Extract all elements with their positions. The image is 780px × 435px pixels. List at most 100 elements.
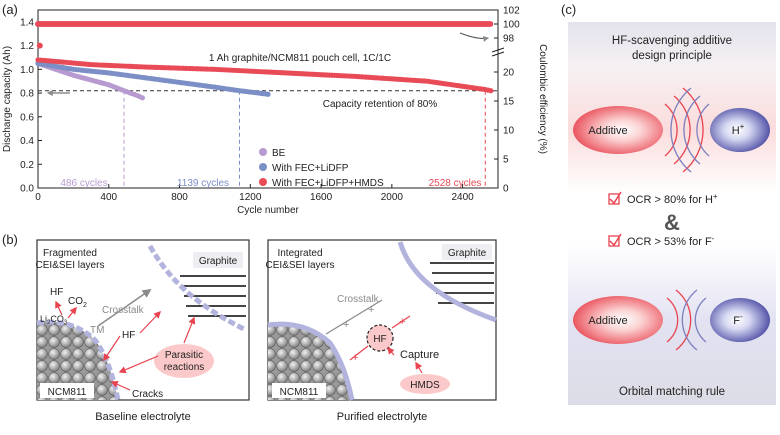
check-mark-1 bbox=[609, 191, 622, 205]
blocked-cross-1: + bbox=[343, 319, 349, 331]
y-axis-right-ticks: 0 5 10 15 20 98 100 102 bbox=[491, 6, 520, 195]
additive-waves-bottom bbox=[666, 289, 692, 351]
blocked-hf-line-up bbox=[391, 315, 411, 329]
panel-label-a: (a) bbox=[2, 2, 18, 17]
blocked-red-cross-2: + bbox=[352, 352, 358, 364]
proton-waves bbox=[670, 87, 710, 173]
proton-orbital bbox=[710, 108, 770, 152]
ncm811-label-right: NCM811 bbox=[280, 387, 319, 398]
blocked-red-cross-1: + bbox=[399, 316, 405, 328]
cell-annotation: 1 Ah graphite/NCM811 pouch cell, 1C/1C bbox=[209, 53, 391, 64]
integrated-title-line1: Integrated bbox=[277, 248, 322, 259]
legend-label-hmds: With FEC+LiDFP+HMDS bbox=[272, 178, 384, 189]
hf-label-center: HF bbox=[122, 330, 135, 341]
chart-frame bbox=[37, 9, 499, 189]
y-axis-right-label: Coulombic efficiency (%) bbox=[537, 44, 548, 154]
capacity-point bbox=[265, 91, 271, 97]
capacity-chart: 0 400 800 1200 1600 2000 2400 0.0 0.2 0.4 0.6 0.8 1… bbox=[2, 6, 548, 217]
capacity-point bbox=[36, 42, 43, 49]
arrow-to-co2 bbox=[67, 306, 77, 319]
x-tick-label: 2000 bbox=[381, 192, 404, 203]
y-right-tick-label: 98 bbox=[503, 34, 515, 45]
y-axis-left-label: Discharge capacity (Ah) bbox=[2, 46, 13, 152]
hf-capture-circle bbox=[366, 324, 394, 352]
orbital-matching-footer: Orbital matching rule bbox=[619, 386, 725, 398]
axis-break-mark bbox=[491, 47, 505, 57]
cycle-label: 2528 cycles bbox=[429, 178, 482, 189]
legend-marker-fec bbox=[259, 163, 267, 171]
graphite-tag-right bbox=[442, 244, 492, 260]
x-tick-label: 0 bbox=[35, 192, 41, 203]
ncm811-particle-right bbox=[268, 324, 352, 400]
y-right-tick-label: 100 bbox=[503, 20, 520, 31]
capacity-point bbox=[139, 95, 145, 101]
right-axis-arrow bbox=[459, 32, 490, 42]
graphite-layers-right bbox=[430, 262, 494, 304]
legend-label-be: BE bbox=[272, 148, 286, 159]
parasitic-line2: reactions bbox=[164, 362, 205, 373]
blocked-hf-line-down bbox=[349, 345, 369, 361]
y-tick-label: 0.2 bbox=[20, 160, 34, 171]
fluoride-label: F- bbox=[733, 312, 743, 327]
parasitic-bubble bbox=[154, 344, 214, 378]
x-tick-label: 1200 bbox=[239, 192, 262, 203]
capture-label: Capture bbox=[400, 349, 439, 361]
cei-layer-fragmented bbox=[36, 319, 121, 401]
x-tick-label: 400 bbox=[100, 192, 117, 203]
crosstalk-label-left: Crosstalk bbox=[102, 305, 145, 316]
principle-title-line1: HF-scavenging additive bbox=[612, 35, 732, 47]
cycle-labels: 486 cycles 1139 cycles 2528 cycles bbox=[60, 178, 481, 189]
capacity-point bbox=[488, 88, 494, 94]
legend-marker-hmds bbox=[259, 178, 267, 186]
y-tick-label: 0.0 bbox=[20, 184, 34, 195]
graphite-label-right: Graphite bbox=[448, 248, 487, 259]
fragmented-title-line1: Fragmented bbox=[43, 248, 97, 259]
y-right-tick-label: 102 bbox=[503, 6, 520, 17]
hmds-bubble bbox=[400, 374, 450, 394]
coulombic-efficiency-points bbox=[35, 21, 494, 27]
additive-orbital-top bbox=[573, 106, 663, 154]
y-right-tick-label: 15 bbox=[503, 97, 515, 108]
integrated-title-line2: CEI&SEI layers bbox=[266, 260, 335, 271]
fluoride-waves bbox=[681, 289, 707, 351]
capture-arrow bbox=[387, 346, 395, 356]
graphite-tag bbox=[193, 252, 243, 268]
retention-label: Capacity retention of 80% bbox=[323, 99, 438, 110]
y-right-tick-label: 0 bbox=[503, 184, 509, 195]
ncm811-label-left: NCM811 bbox=[48, 387, 87, 398]
y-tick-label: 0.8 bbox=[20, 89, 34, 100]
ce-point bbox=[487, 21, 494, 27]
hf-label-right: HF bbox=[373, 334, 386, 345]
ncm811-particle bbox=[37, 322, 118, 400]
legend-marker-be bbox=[259, 148, 267, 156]
baseline-panel: Graphite NCM811 Fragmented CEI&SEI layer… bbox=[36, 239, 250, 423]
additive-orbital-bottom bbox=[573, 296, 663, 344]
proton-label: H+ bbox=[732, 122, 745, 137]
principle-title-line2: design principle bbox=[632, 50, 712, 62]
hmds-label: HMDS bbox=[410, 380, 440, 391]
hmds-arrow bbox=[415, 361, 423, 374]
parasitic-line1: Parasitic bbox=[165, 350, 203, 361]
y-tick-label: 0.4 bbox=[20, 136, 34, 147]
graphite-label-left: Graphite bbox=[199, 256, 238, 267]
additive-label-top: Additive bbox=[588, 125, 627, 137]
blocked-cross-2: + bbox=[368, 304, 374, 316]
crosstalk-line-right bbox=[325, 299, 383, 335]
y-right-tick-label: 5 bbox=[503, 155, 509, 166]
x-tick-label: 2400 bbox=[451, 192, 474, 203]
chart-series bbox=[35, 42, 494, 101]
hf-label-left: HF bbox=[50, 287, 63, 298]
y-tick-label: 1.4 bbox=[20, 17, 34, 28]
arrow-cracks bbox=[110, 381, 131, 391]
arrow-parasitic-to-cathode bbox=[118, 355, 159, 374]
cracks-label: Cracks bbox=[132, 389, 163, 400]
x-axis-label: Cycle number bbox=[237, 205, 299, 216]
ocr-h-criterion: OCR > 80% for H+ bbox=[627, 192, 718, 206]
baseline-caption: Baseline electrolyte bbox=[95, 411, 190, 423]
additive-label-bottom: Additive bbox=[588, 315, 627, 327]
purified-panel: Graphite NCM811 Integrated CEI&SEI layer… bbox=[266, 239, 497, 423]
chart-legend: BE With FEC+LiDFP With FEC+LiDFP+HMDS bbox=[259, 148, 384, 189]
arrow-hf-to-cathode bbox=[103, 335, 121, 362]
ncm-tag-right bbox=[272, 383, 326, 398]
